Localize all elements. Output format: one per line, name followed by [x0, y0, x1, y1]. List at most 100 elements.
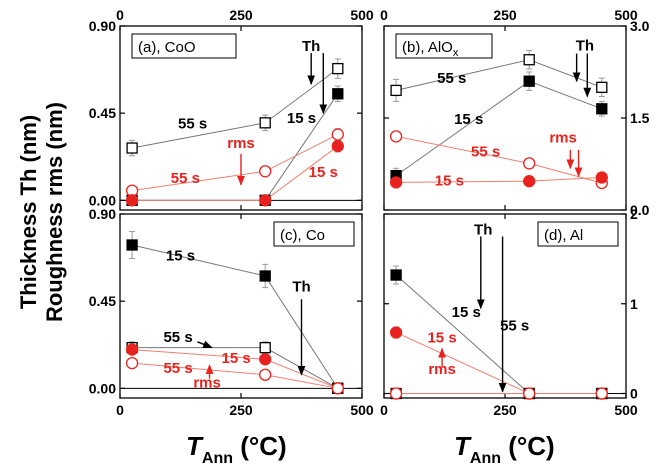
panel-c-arrow-1 — [197, 340, 213, 349]
panel-c-xtick-label: 0 — [116, 402, 124, 418]
panel-d-annotation-2: 55 s — [500, 318, 529, 335]
panel-d-ytick-label: 0 — [630, 386, 638, 402]
panel-d-series-2-point — [389, 326, 403, 339]
x-axis-label-right-unit: (°C) — [501, 431, 555, 461]
panel-c-ytick-label: 0.45 — [89, 293, 116, 309]
panel-a-ytick-label: 0.90 — [89, 18, 116, 34]
panel-b-annotation-2: 15 s — [454, 111, 483, 128]
x-axis-label-left-main: T — [186, 431, 204, 461]
panel-b-ytick-label: 1.5 — [630, 110, 650, 126]
x-axis-label-left-unit: (°C) — [233, 431, 287, 461]
panel-c-ytick-label: 0.90 — [89, 206, 116, 222]
x-axis-label-left-sub: Ann — [202, 450, 233, 466]
panel-a-annotation-4: 55 s — [171, 170, 200, 187]
panel-c-annotation-2: 55 s — [163, 329, 192, 346]
panel-c-annotation-0: 15 s — [166, 247, 195, 264]
panel-c-annotation-4: 55 s — [163, 360, 192, 377]
panel-b-series-2-point — [523, 157, 536, 170]
panel-d-series-0-point — [390, 269, 402, 281]
panel-c-series-1-point — [259, 341, 271, 354]
panel-b-series-0-point — [596, 81, 608, 93]
panel-c-series-0-point — [126, 239, 138, 251]
panel-a-series-3-point — [125, 194, 139, 207]
panel-d-series-3-point — [595, 387, 608, 400]
panel-b: 0 250 500 0.0 1.5 3.0 (b), AlOx Th 55 s 15 s rms 55… — [380, 7, 650, 218]
panel-a-xtick-label: 0 — [116, 7, 124, 23]
panel-d-ytick-label: 2 — [630, 206, 638, 222]
panel-b-annotation-1: 55 s — [437, 70, 466, 87]
panel-b-series-0-point — [390, 84, 402, 97]
panel-a-series-0-point — [259, 117, 271, 129]
panel-b-label: (b), AlOx — [402, 39, 459, 59]
panel-c-series-0-point — [259, 270, 271, 282]
panel-b-annotation-4: 55 s — [471, 144, 500, 161]
panel-a-series-3-point — [259, 194, 272, 207]
panel-b-series-1-point — [596, 103, 608, 115]
panel-a-ytick-label: 0.00 — [89, 192, 116, 208]
panel-d-label-box — [537, 221, 619, 247]
panel-b-annotation-0: Th — [576, 38, 594, 55]
panel-b-series-3-point — [523, 175, 536, 188]
panel-d-annotation-1: 15 s — [452, 304, 481, 321]
panel-b-series-3-point — [595, 171, 608, 184]
panel-a-label-box — [131, 33, 237, 59]
panel-c-xtick-label: 250 — [229, 402, 253, 418]
panel-a-annotation-3: rms — [227, 135, 255, 152]
panel-a-series-2-point — [259, 165, 272, 178]
panel-a-annotation-1: 55 s — [178, 116, 207, 133]
panel-b-series-0-line — [395, 59, 602, 91]
panel-a-series-0-point — [332, 62, 344, 75]
panel-c-label: (c), Co — [280, 227, 325, 244]
panel-c-ytick-label: 0.00 — [89, 380, 116, 396]
panel-c-series-3-point — [259, 368, 272, 381]
panel-d-ytick-label: 1 — [630, 296, 638, 312]
panel-b-series-0-point — [523, 54, 535, 66]
panel-d-series-3-point — [523, 387, 536, 400]
panel-c: 0 250 500 0.00 0.45 0.90 (c), Co 15 s Th 55 s 15 s… — [89, 206, 374, 418]
panel-c-series-2-point — [125, 343, 139, 356]
panel-d-xtick-label: 250 — [493, 402, 517, 418]
panel-a-annotation-5: 15 s — [309, 164, 338, 181]
panel-c-series-3-point — [125, 356, 139, 370]
panel-c-label-box — [273, 221, 355, 247]
panel-a-series-1-point — [332, 88, 344, 100]
panel-b-xtick-label: 250 — [493, 7, 517, 23]
panel-c-series-3-point — [331, 382, 344, 395]
panel-c-series-2-point — [259, 353, 272, 366]
panel-b-annotation-5: 15 s — [435, 172, 464, 189]
panel-d-series-3-point — [389, 387, 403, 400]
x-axis-label-right-main: T — [454, 431, 472, 461]
panel-c-annotation-1: Th — [292, 278, 310, 295]
panel-a-label: (a), CoO — [138, 39, 196, 56]
x-axis-label-right-sub: Ann — [470, 450, 501, 466]
panel-b-ytick-label: 3.0 — [630, 18, 650, 34]
panel-a-xtick-label: 500 — [350, 7, 374, 23]
panel-d-annotation-4: rms — [428, 361, 456, 378]
panel-a: 0 250 500 0.00 0.45 0.90 (a), CoO Th 55 s 15 s rms… — [89, 7, 374, 211]
x-axis-label-right: TAnn (°C) — [454, 431, 555, 466]
panel-b-series-3-line — [396, 176, 602, 183]
panel-b-ytick-label: 0.0 — [630, 202, 650, 218]
panel-c-xtick-label: 500 — [350, 402, 374, 418]
panel-a-annotation-2: 15 s — [287, 110, 316, 127]
y-axis-label-line2: Roughness rms (nm) — [42, 102, 67, 322]
panel-b-label-sub: x — [453, 47, 459, 59]
panel-b-series-1-point — [523, 75, 535, 87]
panel-b-xtick-label: 500 — [614, 7, 638, 23]
panel-b-series-3-point — [389, 176, 403, 189]
panel-b-annotation-3: rms — [549, 130, 577, 147]
x-axis-label-left: TAnn (°C) — [186, 431, 287, 466]
panel-b-xtick-label: 0 — [380, 7, 388, 23]
panel-a-series-3-line — [132, 145, 339, 201]
panel-a-annotation-0: Th — [302, 38, 320, 55]
panel-b-label-box — [395, 33, 493, 59]
panel-c-annotation-3: 15 s — [222, 350, 251, 367]
panel-a-series-2-point — [331, 128, 344, 141]
panel-a-series-3-point — [331, 139, 344, 153]
panel-b-series-2-point — [389, 130, 403, 143]
panel-d-xtick-label: 500 — [614, 402, 638, 418]
panel-d-annotation-3: 15 s — [427, 329, 456, 346]
panel-d-xtick-label: 0 — [380, 402, 388, 418]
